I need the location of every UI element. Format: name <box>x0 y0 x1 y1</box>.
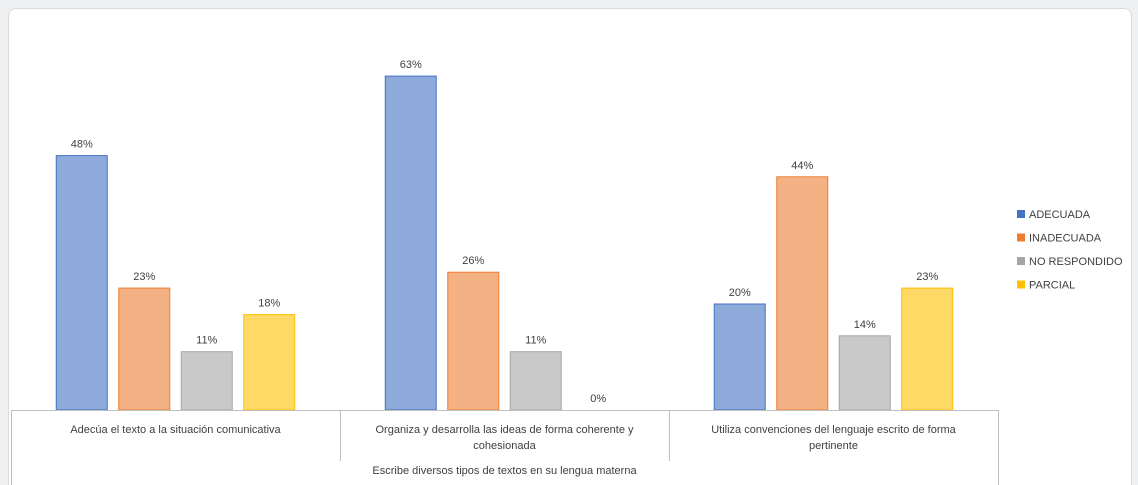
bar-inadecuada-2 <box>447 271 500 411</box>
bar-no-respondido-1 <box>180 351 233 411</box>
chart-card: 48% 23% 11% 18% 63% 26% 11% 0% 20% 44% 14% 23% Adec… <box>8 8 1132 485</box>
data-label: 26% <box>462 255 484 267</box>
bar-no-respondido-2 <box>509 351 562 411</box>
category-label: Organiza y desarrolla las ideas de forma… <box>375 424 634 452</box>
bar-inadecuada-3 <box>776 176 829 411</box>
data-label: 14% <box>854 319 876 331</box>
bar-adecuada-2 <box>384 75 437 411</box>
legend-swatch <box>1017 257 1025 265</box>
data-label: 0% <box>590 393 606 405</box>
legend-swatch <box>1017 210 1025 218</box>
legend-label: ADECUADA <box>1029 209 1091 221</box>
legend-swatch <box>1017 233 1025 242</box>
data-label: 11% <box>525 335 546 347</box>
legend-label: PARCIAL <box>1029 280 1075 292</box>
bar-inadecuada-1 <box>118 287 171 411</box>
bar-adecuada-3 <box>713 303 766 411</box>
data-label: 23% <box>916 271 938 283</box>
bars-layer: 48% 23% 11% 18% 63% 26% 11% 0% 20% 44% 14% 23% <box>55 59 954 411</box>
group-label: Escribe diversos tipos de textos en su l… <box>372 465 637 477</box>
bar-parcial-1 <box>243 314 296 411</box>
category-axis: Adecúa el texto a la situación comunicat… <box>11 410 999 485</box>
legend-swatch <box>1017 280 1025 289</box>
data-label: 20% <box>729 287 751 299</box>
legend-label: INADECUADA <box>1029 233 1102 245</box>
data-label: 44% <box>791 160 813 172</box>
legend-label: NO RESPONDIDO <box>1029 256 1123 268</box>
bar-adecuada-1 <box>55 155 108 411</box>
data-label: 11% <box>196 335 217 347</box>
category-label: Utiliza convenciones del lenguaje escrit… <box>711 424 956 452</box>
category-label: Adecúa el texto a la situación comunicat… <box>70 424 281 436</box>
data-label: 23% <box>133 271 155 283</box>
legend: ADECUADA INADECUADA NO RESPONDIDO PARCIAL <box>1017 209 1123 292</box>
chart-area: 48% 23% 11% 18% 63% 26% 11% 0% 20% 44% 14% 23% Adec… <box>11 59 1123 485</box>
data-label: 63% <box>400 59 422 71</box>
data-label: 18% <box>258 298 280 310</box>
bar-parcial-3 <box>901 287 954 411</box>
data-label: 48% <box>71 139 93 151</box>
bar-no-respondido-3 <box>838 335 891 411</box>
